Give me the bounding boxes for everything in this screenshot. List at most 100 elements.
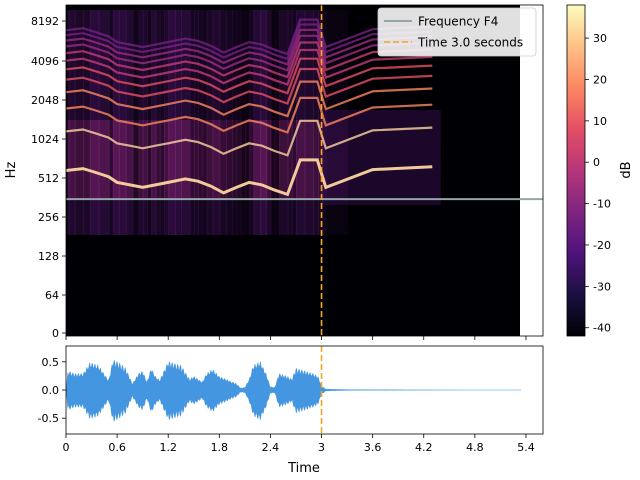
spectrogram-energy-column xyxy=(193,10,200,235)
spectrogram-energy-column xyxy=(219,10,228,235)
spectrogram-energy-column xyxy=(198,10,204,235)
spectrogram-energy-band xyxy=(291,120,297,200)
spectrogram-energy-band xyxy=(125,120,134,200)
spectrogram-energy-column xyxy=(244,10,251,235)
y-tick-label: 64 xyxy=(45,289,59,302)
x-tick-label: 1.2 xyxy=(159,441,177,454)
spectrogram-energy-band xyxy=(270,120,276,200)
spectrogram-energy-column xyxy=(226,10,234,235)
spectrogram-energy-column xyxy=(206,10,214,235)
spectrogram-energy-column xyxy=(74,10,85,235)
colorbar-tick-label: 20 xyxy=(593,73,607,86)
y-tick-label: 512 xyxy=(38,172,59,185)
spectrogram-energy-band xyxy=(253,120,262,200)
colorbar-gradient xyxy=(566,4,586,337)
x-tick-label: 3 xyxy=(318,441,325,454)
harmonic-band xyxy=(66,80,433,118)
spectrogram-energy-band xyxy=(193,120,200,200)
spectrogram-energy-band xyxy=(206,120,214,200)
x-tick-label: 3.6 xyxy=(364,441,382,454)
spectrogram-energy-column xyxy=(249,10,255,235)
harmonic-band xyxy=(66,28,433,66)
spectrogram-energy-band xyxy=(155,120,161,200)
spectrogram-energy-column xyxy=(112,10,120,235)
harmonic-band xyxy=(66,158,433,197)
spectrogram-energy-column xyxy=(98,10,110,235)
y-tick-label: -0.5 xyxy=(38,412,59,425)
spectrogram-energy-band xyxy=(98,120,110,200)
spectrogram-energy-column xyxy=(274,10,280,235)
colorbar-tick-label: 30 xyxy=(593,32,607,45)
x-tick-label: 4.2 xyxy=(415,441,433,454)
colorbar-tick-label: -40 xyxy=(593,322,611,335)
waveform-panel: 0.5 0.0 -0.5 0 0.6 1.2 1.8 2.4 3 3.6 4.2 4.8 5.4 Ti… xyxy=(38,336,544,476)
legend-label-frequency: Frequency F4 xyxy=(418,15,498,29)
spectrogram-energy-band xyxy=(219,120,228,200)
colorbar-tick-label: -20 xyxy=(593,239,611,252)
waveform-x-label: Time xyxy=(287,461,320,476)
spectrogram-energy-band xyxy=(202,120,208,200)
spectrogram-energy-column xyxy=(67,10,76,235)
spectrogram-energy-band xyxy=(175,120,182,200)
spectrogram-energy-band xyxy=(89,120,100,200)
colorbar: 30 20 10 0 -10 -20 -30 -40 dB xyxy=(566,4,634,337)
harmonic-band xyxy=(66,48,433,86)
spectrogram-energy-column xyxy=(146,10,153,235)
spectrogram-energy-column xyxy=(325,10,349,235)
colorbar-tick-label: -10 xyxy=(593,198,611,211)
spectrogram-energy-column xyxy=(304,10,315,235)
colorbar-tick-label: 10 xyxy=(593,115,607,128)
spectrogram-energy-column xyxy=(138,10,144,235)
spectrogram-energy-band xyxy=(159,120,165,200)
spectrogram-y-label: Hz xyxy=(4,162,19,179)
spectrogram-energy-column xyxy=(66,10,71,235)
spectrogram-energy-band xyxy=(83,120,91,200)
spectrogram-energy-band xyxy=(132,120,140,200)
spectrogram-silence-region xyxy=(520,5,543,336)
y-tick-label: 2048 xyxy=(31,94,59,107)
spectrogram-energy-column xyxy=(212,10,221,235)
spectrogram-energy-band xyxy=(118,120,127,200)
y-tick-label: 256 xyxy=(38,211,59,224)
spectrogram-energy-band xyxy=(287,120,293,200)
spectrogram-tail xyxy=(321,110,441,205)
spectrogram-harmonics xyxy=(66,18,433,197)
y-tick-label: 8192 xyxy=(31,15,59,28)
spectrogram-energy-column xyxy=(270,10,276,235)
spectrogram-energy-band xyxy=(180,120,191,200)
y-tick-label: 0 xyxy=(52,327,59,340)
spectrogram-energy-column xyxy=(175,10,182,235)
spectrogram-energy-band xyxy=(232,120,238,200)
spectrogram-energy-band xyxy=(189,120,195,200)
spectrogram-energy-band xyxy=(226,120,234,200)
spectrogram-energy-band xyxy=(112,120,120,200)
spectrogram-energy-column xyxy=(236,10,242,235)
spectrogram-energy-band xyxy=(236,120,242,200)
harmonic-band xyxy=(66,34,433,72)
spectrogram-energy-column xyxy=(278,10,289,235)
y-tick-label: 1024 xyxy=(31,133,59,146)
x-tick-label: 1.8 xyxy=(211,441,229,454)
y-tick-label: 4096 xyxy=(31,55,59,68)
x-tick-label: 0.6 xyxy=(108,441,126,454)
spectrogram-background xyxy=(66,5,543,336)
spectrogram-energy-band xyxy=(142,120,148,200)
spectrogram-energy-column xyxy=(132,10,140,235)
harmonic-band xyxy=(66,67,433,105)
spectrogram-energy-column xyxy=(163,10,170,235)
spectrogram-energy-band xyxy=(151,120,157,200)
spectrogram-energy-band xyxy=(274,120,280,200)
spectrogram-energy-column xyxy=(291,10,297,235)
colorbar-tick-label: 0 xyxy=(593,156,600,169)
colorbar-label: dB xyxy=(619,161,634,178)
spectrogram-energy-band xyxy=(240,120,246,200)
legend-box xyxy=(377,7,537,57)
spectrogram-panel: 0 64 128 256 512 1024 2048 4096 8192 Hz Frequenc… xyxy=(4,4,544,340)
waveform-x-ticks: 0 0.6 1.2 1.8 2.4 3 3.6 4.2 4.8 5.4 xyxy=(63,336,535,454)
spectrogram-energy-column xyxy=(168,10,177,235)
spectrogram-energy-band xyxy=(146,120,153,200)
spectrogram-y-ticks: 0 64 128 256 512 1024 2048 4096 8192 xyxy=(31,15,66,340)
y-tick-label: 128 xyxy=(38,250,59,263)
spectrogram-energy-column xyxy=(318,10,324,235)
waveform-series xyxy=(66,359,522,422)
